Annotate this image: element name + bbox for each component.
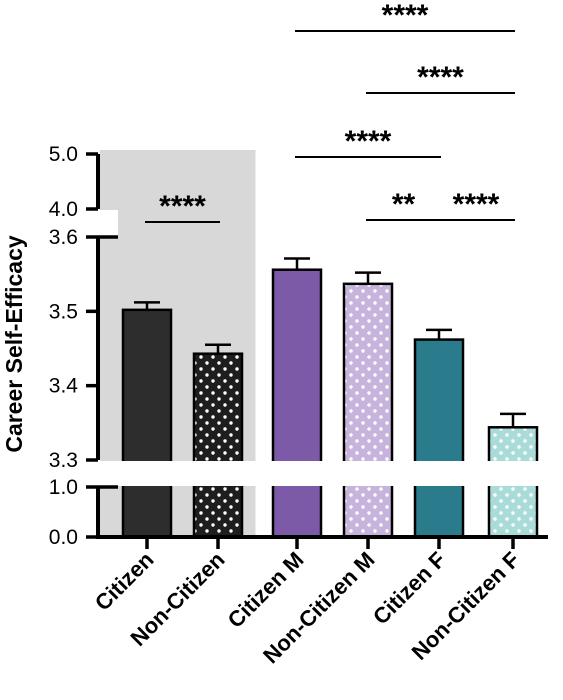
significance-label: **** [382, 0, 429, 32]
significance-label: ** [392, 188, 416, 221]
significance-label: **** [417, 61, 464, 94]
y-tick-label: 3.5 [49, 300, 78, 323]
y-tick-label: 0.0 [49, 526, 78, 549]
y-tick-label: 3.6 [49, 226, 78, 249]
bar-non-citizen-m [342, 282, 394, 539]
bar-citizen-m [271, 268, 323, 539]
y-tick-label: 1.0 [49, 476, 78, 499]
axis-break-gap [88, 210, 118, 236]
y-tick-label: 3.4 [49, 375, 79, 398]
significance-label: **** [159, 190, 206, 223]
x-tick-label: Citizen [90, 547, 159, 616]
y-tick-label: 3.3 [49, 449, 78, 472]
bar-non-citizen [192, 352, 244, 539]
y-axis-label: Career Self-Efficacy [1, 235, 27, 453]
significance-label: **** [345, 125, 392, 158]
y-tick-label: 5.0 [49, 143, 78, 166]
y-tick-label: 4.0 [49, 198, 78, 221]
bar-citizen-f [413, 338, 465, 539]
bar-citizen [121, 308, 173, 539]
axis-break-gap [88, 461, 563, 486]
significance-label: **** [453, 188, 500, 221]
